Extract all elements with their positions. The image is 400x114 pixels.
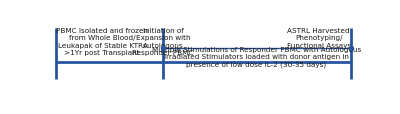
Text: ASTRL Harvested
Phenotyping/
Functional Assays: ASTRL Harvested Phenotyping/ Functional … <box>286 28 351 49</box>
Text: Multiple Stimulations of Responder PBMC with Autologous
Irradiated Stimulators l: Multiple Stimulations of Responder PBMC … <box>152 46 361 67</box>
Text: Initiation of
Expansion with
Autologous
Responder PBMC: Initiation of Expansion with Autologous … <box>132 28 194 56</box>
Point <box>348 48 354 50</box>
Text: PBMC Isolated and frozen
from Whole Blood/
Leukapak of Stable KTRs
>1Yr post Tra: PBMC Isolated and frozen from Whole Bloo… <box>56 28 148 56</box>
Point <box>160 48 166 50</box>
